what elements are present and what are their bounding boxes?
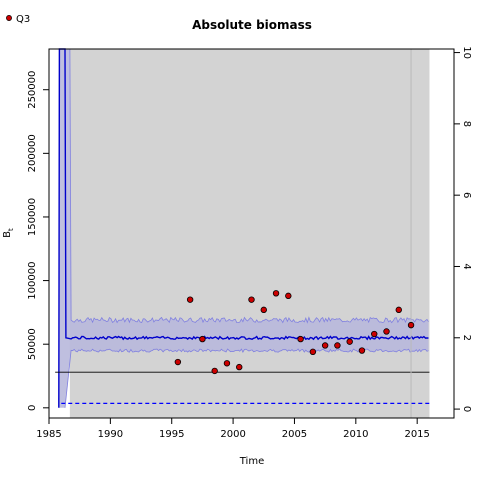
y2-tick-label-group: 10	[461, 46, 472, 59]
y2-tick-label: 10	[461, 46, 472, 59]
y2-tick-label-group: 6	[461, 192, 472, 198]
q3-data-point	[371, 330, 378, 338]
q3-data-point	[186, 296, 194, 303]
y-axis-label-subscript: t	[7, 228, 15, 231]
q3-data-point	[199, 335, 206, 343]
median-biomass-line	[58, 48, 429, 408]
y-tick-label: 200000	[27, 134, 38, 172]
y2-tick-label: 2	[461, 335, 472, 341]
y2-tick-label-group: 0	[461, 406, 472, 412]
y2-tick-label: 4	[461, 263, 472, 269]
y2-tick-label: 0	[461, 406, 472, 412]
y-axis-label: Bt	[2, 228, 15, 238]
y-tick-label: 0	[27, 405, 38, 411]
x-tick-label: 2010	[343, 429, 368, 440]
q3-data-point	[285, 292, 292, 300]
chart-title: Absolute biomass	[192, 18, 312, 32]
q3-data-point	[334, 342, 341, 349]
q3-data-point	[248, 296, 255, 303]
y-tick-label: 250000	[27, 71, 38, 109]
q3-data-point	[309, 348, 317, 356]
q3-data-point	[297, 335, 304, 343]
y-tick-label-group: 200000	[27, 134, 38, 172]
shaded-projection-region	[69, 49, 430, 418]
axes: 1985 1990 1995 2000 2005 2010 2015050000100000…	[27, 46, 472, 440]
legend-label-q3: Q3	[16, 14, 30, 25]
legend: Q3	[6, 14, 30, 25]
q3-data-point	[321, 342, 329, 349]
q3-data-point	[223, 360, 231, 367]
y2-tick-label-group: 8	[461, 121, 472, 127]
confidence-band	[58, 49, 429, 408]
x-tick-label: 1985	[36, 429, 61, 440]
q3-data-point	[211, 367, 218, 375]
plot-frame	[48, 48, 455, 419]
lower-confidence-line	[64, 348, 429, 408]
y2-tick-label-group: 2	[461, 335, 472, 341]
q3-data-point	[407, 321, 415, 329]
y2-tick-label: 6	[461, 192, 472, 198]
plot-area	[55, 48, 430, 418]
q3-data-point	[272, 290, 280, 297]
x-axis-label: Time	[239, 456, 264, 467]
x-tick-label: 2015	[404, 429, 429, 440]
x-tick-label: 1995	[159, 429, 184, 440]
y-tick-label: 50000	[27, 328, 38, 360]
y-tick-label-group: 150000	[27, 198, 38, 236]
upper-confidence-line	[69, 48, 429, 324]
y2-tick-label: 8	[461, 121, 472, 127]
legend-marker-q3	[6, 15, 12, 21]
y-tick-label-group: 50000	[27, 328, 38, 360]
x-tick-label: 2005	[282, 429, 307, 440]
x-tick-label: 2000	[220, 429, 245, 440]
x-tick-label: 1990	[98, 429, 123, 440]
q3-data-point	[358, 347, 366, 354]
y-tick-label-group: 250000	[27, 71, 38, 109]
q3-data-point	[395, 306, 402, 314]
y-tick-label: 150000	[27, 198, 38, 236]
y-axis-label-main: B	[2, 231, 13, 238]
q3-data-point	[346, 338, 353, 345]
y2-tick-label-group: 4	[461, 263, 472, 269]
y-tick-label-group: 0	[27, 405, 38, 411]
q3-data-point	[383, 328, 390, 335]
y-tick-label: 100000	[27, 262, 38, 300]
q3-data-point	[174, 358, 182, 366]
y-tick-label-group: 100000	[27, 262, 38, 300]
q3-data-point	[260, 306, 267, 314]
q3-data-point	[236, 363, 243, 371]
